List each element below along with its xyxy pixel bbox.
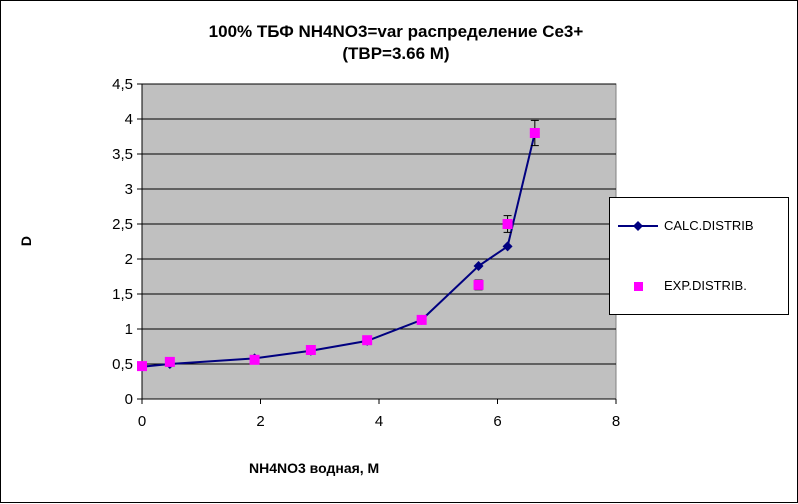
- x-tick-label: 0: [138, 413, 146, 430]
- exp-point: [164, 356, 175, 367]
- plot-background: [141, 83, 617, 400]
- y-tick-label: 4: [125, 111, 133, 128]
- diamond-line-icon: [618, 221, 658, 231]
- chart-title: 100% ТБФ NH4NO3=var распределение Ce3+ (…: [111, 21, 681, 65]
- exp-point: [416, 314, 427, 325]
- x-tick-label: 6: [493, 413, 501, 430]
- calc-point: [473, 261, 484, 271]
- y-tick-label: 4,5: [112, 76, 133, 93]
- legend-item-calc: CALC.DISTRIB: [610, 216, 788, 236]
- y-tick-label: 3: [125, 181, 133, 198]
- y-tick-label: 1: [125, 321, 133, 338]
- y-tick-label: 0: [125, 391, 133, 408]
- x-tick-label: 8: [612, 413, 620, 430]
- exp-point: [473, 279, 484, 290]
- calc-point: [502, 241, 513, 252]
- chart-title-line2: (TBP=3.66 M): [342, 44, 450, 63]
- legend-label-calc: CALC.DISTRIB: [664, 218, 754, 233]
- legend-label-exp: EXP.DISTRIB.: [664, 278, 747, 293]
- y-tick-label: 2: [125, 251, 133, 268]
- exp-point: [502, 219, 513, 229]
- x-tick-label: 2: [256, 413, 264, 430]
- square-marker-icon: [634, 282, 643, 291]
- y-tick-label: 0,5: [112, 356, 133, 373]
- legend-item-exp: EXP.DISTRIB.: [610, 276, 788, 296]
- y-tick-label: 1,5: [112, 286, 133, 303]
- exp-point: [362, 335, 373, 346]
- x-axis-label: NH4NO3 водная, М: [249, 460, 380, 476]
- y-tick-label: 2,5: [112, 216, 133, 233]
- exp-point: [137, 361, 147, 372]
- chart-title-line1: 100% ТБФ NH4NO3=var распределение Ce3+: [208, 22, 584, 41]
- exp-point: [529, 128, 540, 138]
- exp-point: [249, 354, 260, 365]
- legend: CALC.DISTRIB EXP.DISTRIB.: [609, 197, 789, 315]
- exp-point: [305, 345, 316, 355]
- x-tick-label: 4: [375, 413, 383, 430]
- y-tick-label: 3,5: [112, 146, 133, 163]
